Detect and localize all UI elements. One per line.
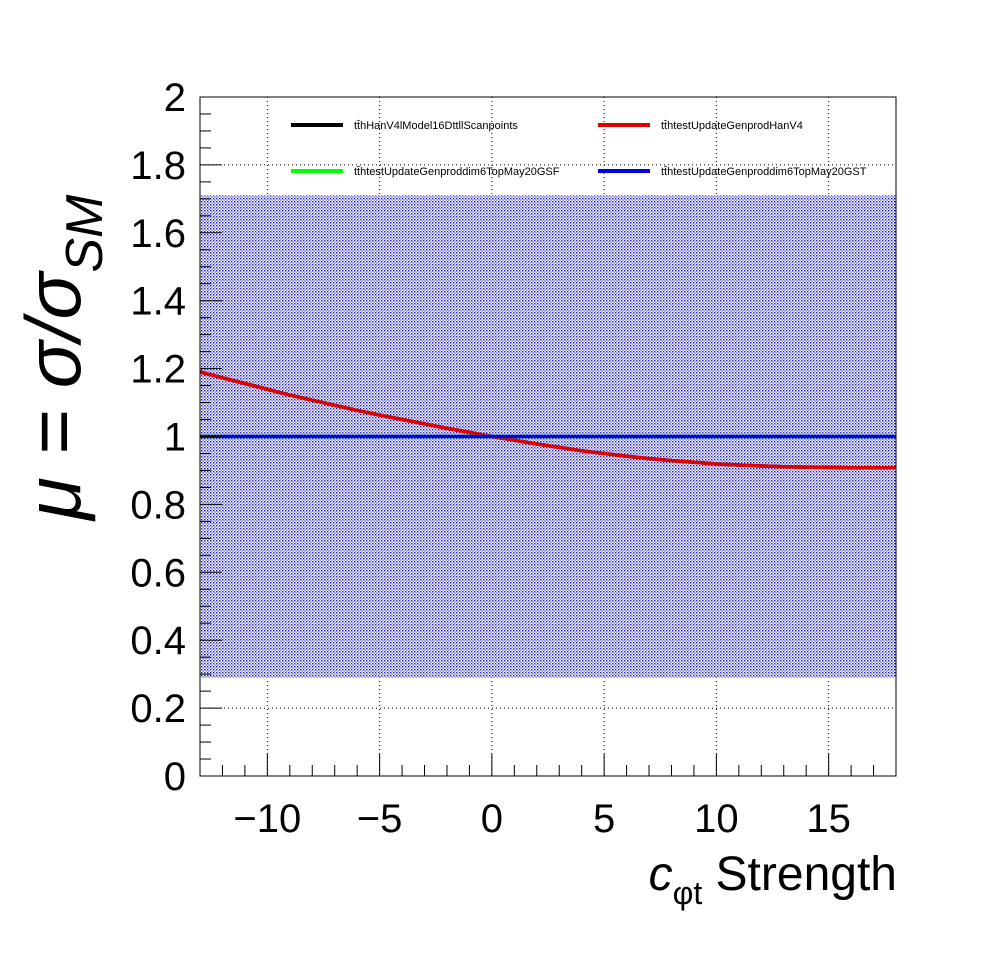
x-axis-label: cφt Strength — [649, 848, 897, 911]
plot-frame-group: −10 −5 0 5 10 15 0 0.2 0.4 0.6 0.8 1 1.2 1.4 1.6 1.8 2 — [130, 76, 897, 841]
legend-label-2: tt̄htestUpdateGenprodHanV4 — [661, 120, 803, 132]
legend-label-4: tt̄htestUpdateGenproddim6TopMay20GST — [661, 166, 867, 178]
y-tick-label: 1.4 — [130, 280, 186, 324]
y-tick-label: 0.6 — [130, 551, 186, 595]
x-tick-label: 15 — [806, 797, 851, 841]
y-tick-label: 1.6 — [130, 212, 186, 256]
y-axis-label: μ = σ/σSM — [9, 194, 114, 522]
x-axis-tick-labels: −10 −5 0 5 10 15 — [233, 797, 850, 841]
legend: tt̄hHanV4lModel16DttllScanpoints tt̄htest… — [291, 120, 867, 178]
x-tick-label: −5 — [357, 797, 403, 841]
y-tick-label: 0.4 — [130, 619, 186, 663]
axis-ticks — [199, 96, 897, 777]
x-tick-label: 5 — [593, 797, 615, 841]
y-tick-label: 0 — [164, 755, 186, 799]
x-axis-label-sub: φt — [673, 875, 703, 911]
y-tick-label: 1.2 — [130, 348, 186, 392]
y-axis-tick-labels: 0 0.2 0.4 0.6 0.8 1 1.2 1.4 1.6 1.8 2 — [130, 76, 186, 799]
x-tick-label: 0 — [481, 797, 503, 841]
x-axis-label-main: c — [649, 848, 673, 901]
x-axis-label-rest: Strength — [702, 848, 897, 901]
y-tick-label: 0.8 — [130, 483, 186, 527]
y-tick-label: 1 — [164, 416, 186, 460]
x-tick-label: 10 — [694, 797, 739, 841]
x-tick-label: −10 — [233, 797, 301, 841]
y-tick-label: 2 — [164, 76, 186, 120]
y-tick-label: 0.2 — [130, 687, 186, 731]
legend-label-3: tt̄htestUpdateGenproddim6TopMay20GSF — [354, 166, 560, 178]
series-line-2 — [199, 370, 896, 470]
y-axis-label-sub: SM — [56, 194, 114, 273]
legend-label-1: tt̄hHanV4lModel16DttllScanpoints — [354, 120, 518, 132]
series-lines — [199, 370, 896, 470]
y-tick-label: 1.8 — [130, 144, 186, 188]
y-axis-label-main: μ = σ/σ — [9, 270, 97, 522]
